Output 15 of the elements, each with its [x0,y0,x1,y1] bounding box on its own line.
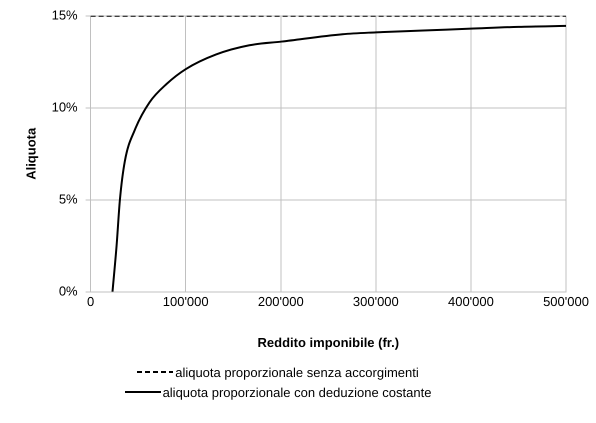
x-tick-label: 300'000 [352,294,399,310]
x-axis-title: Reddito imponibile (fr.) [258,334,400,350]
line-series [111,24,566,292]
legend-label: aliquota proporzionale con deduzione costante [162,384,432,400]
x-tick-label: 100'000 [162,294,209,310]
x-tick-label: 0 [87,294,94,310]
x-tick-label: 500'000 [543,294,589,310]
y-tick-label: 15% [52,7,78,22]
y-tick-label: 0% [58,283,78,298]
x-tick-label: 200'000 [258,294,304,310]
y-tick-label: 10% [52,99,78,114]
legend-label: aliquota proporzionale senza accorgimenti [175,364,419,380]
x-tick-label: 400'000 [448,294,494,310]
y-axis-title: Aliquota [23,127,38,180]
y-tick-label: 5% [58,191,78,206]
